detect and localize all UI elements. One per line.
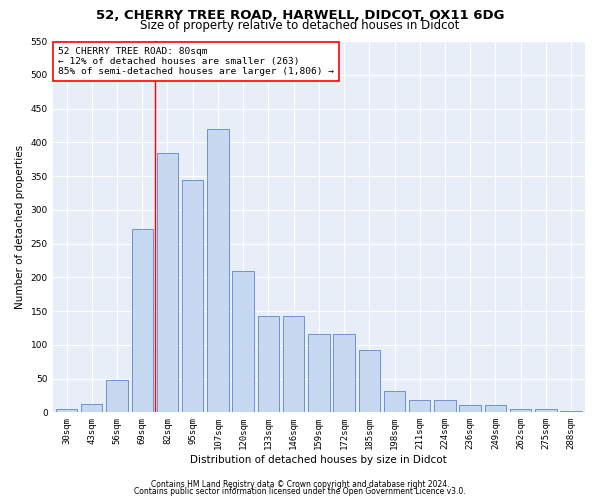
Bar xyxy=(232,270,254,412)
Bar xyxy=(283,316,304,412)
Bar xyxy=(485,405,506,412)
Y-axis label: Number of detached properties: Number of detached properties xyxy=(15,144,25,308)
Bar xyxy=(106,380,128,412)
Bar xyxy=(157,153,178,412)
Bar xyxy=(81,404,103,412)
Bar xyxy=(359,350,380,412)
Bar xyxy=(207,129,229,412)
Text: Contains public sector information licensed under the Open Government Licence v3: Contains public sector information licen… xyxy=(134,487,466,496)
Bar xyxy=(257,316,279,412)
Bar xyxy=(460,405,481,412)
Bar xyxy=(434,400,456,412)
Bar xyxy=(535,409,557,412)
Bar xyxy=(56,409,77,412)
Bar xyxy=(560,411,582,412)
Bar xyxy=(182,180,203,412)
Bar xyxy=(384,392,405,412)
Text: 52 CHERRY TREE ROAD: 80sqm
← 12% of detached houses are smaller (263)
85% of sem: 52 CHERRY TREE ROAD: 80sqm ← 12% of deta… xyxy=(58,46,334,76)
Bar xyxy=(131,228,153,412)
X-axis label: Distribution of detached houses by size in Didcot: Distribution of detached houses by size … xyxy=(190,455,447,465)
Text: Contains HM Land Registry data © Crown copyright and database right 2024.: Contains HM Land Registry data © Crown c… xyxy=(151,480,449,489)
Text: Size of property relative to detached houses in Didcot: Size of property relative to detached ho… xyxy=(140,19,460,32)
Bar xyxy=(308,334,329,412)
Bar xyxy=(334,334,355,412)
Bar xyxy=(510,409,532,412)
Bar xyxy=(409,400,430,412)
Text: 52, CHERRY TREE ROAD, HARWELL, DIDCOT, OX11 6DG: 52, CHERRY TREE ROAD, HARWELL, DIDCOT, O… xyxy=(96,9,504,22)
